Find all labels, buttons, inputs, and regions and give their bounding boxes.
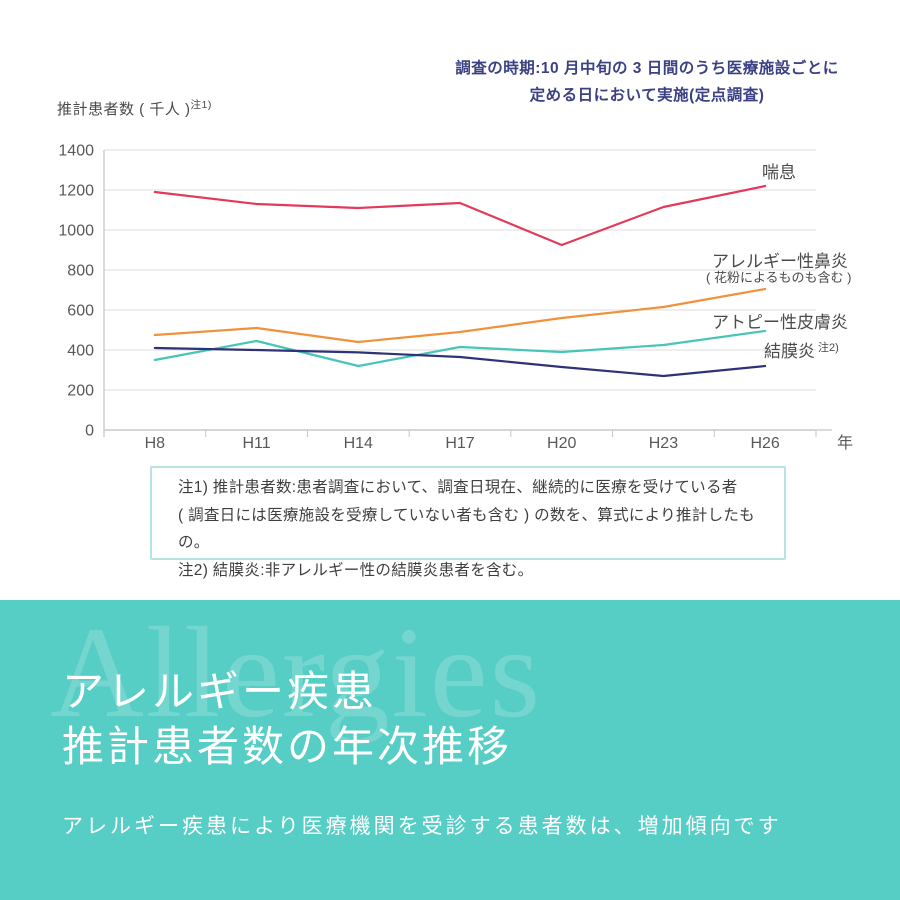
conjunctivitis-label: 結膜炎 注2) (764, 340, 839, 361)
svg-text:H14: H14 (344, 435, 373, 452)
svg-text:1400: 1400 (58, 143, 94, 160)
svg-text:0: 0 (85, 423, 94, 440)
survey-period-note-line2: 定める日において実施(定点調査) (529, 87, 765, 104)
asthma-line (153, 184, 767, 247)
atopic-dermatitis-label: アトピー性皮膚炎 (712, 313, 848, 332)
banner (0, 600, 900, 900)
banner-title-line2: 推計患者数の年次推移 (62, 725, 513, 771)
x-axis-unit-label: 年 (837, 434, 853, 452)
svg-text:600: 600 (67, 303, 94, 320)
atopic-dermatitis-line (153, 329, 767, 368)
svg-text:H26: H26 (750, 435, 779, 452)
allergic-rhinitis-sublabel: ( 花粉によるものも含む ) (706, 270, 852, 285)
patients-trend-chart: 0 200 400 600 800 1000 1200 1400 H8 H11 H14 H17 H20 H… (0, 130, 900, 470)
y-axis-tick-labels: 0 200 400 600 800 1000 1200 1400 (58, 143, 94, 440)
svg-text:200: 200 (67, 383, 94, 400)
y-axis-title-text: 推計患者数 ( 千人 ) (57, 101, 191, 118)
svg-text:H23: H23 (649, 435, 678, 452)
banner-watermark-text: Allergies (50, 601, 543, 745)
x-axis-tick-labels: H8 H11 H14 H17 H20 H23 H26 (145, 435, 780, 452)
asthma-label: 喘息 (762, 163, 796, 182)
survey-period-note-line1: 調査の時期:10 月中旬の 3 日間のうち医療施設ごとに (455, 60, 839, 77)
footnote-1-line-2: ( 調査日には医療施設を受療していない者も含む ) の数を、算式により推計したも… (178, 506, 755, 552)
svg-text:400: 400 (67, 343, 94, 360)
footnotes-box: 注1) 推計患者数:患者調査において、調査日現在、継続的に医療を受けている者 (… (150, 466, 786, 579)
x-axis-ticks (103, 430, 817, 437)
footnote-2: 注2) 結膜炎:非アレルギー性の結膜炎患者を含む。 (178, 561, 534, 579)
y-axis-title-footnote-ref: 注1) (190, 99, 212, 111)
svg-text:H17: H17 (445, 435, 474, 452)
banner-title: アレルギー疾患 推計患者数の年次推移 (62, 666, 512, 776)
svg-text:1200: 1200 (58, 183, 94, 200)
allergic-rhinitis-line (153, 287, 767, 344)
svg-text:1000: 1000 (58, 223, 94, 240)
footnote-1-line-1: 注1) 推計患者数:患者調査において、調査日現在、継続的に医療を受けている者 (178, 479, 738, 496)
svg-text:800: 800 (67, 263, 94, 280)
svg-text:H20: H20 (547, 435, 576, 452)
svg-text:H8: H8 (145, 435, 166, 452)
banner-title-line1: アレルギー疾患 (62, 670, 378, 716)
allergic-rhinitis-label: アレルギー性鼻炎 (712, 252, 848, 271)
banner-subtitle: アレルギー疾患により医療機関を受診する患者数は、増加傾向です (62, 814, 782, 838)
gridlines (104, 149, 816, 431)
conjunctivitis-line (153, 346, 767, 378)
svg-text:H11: H11 (242, 435, 270, 452)
y-axis-title: 推計患者数 ( 千人 )注1) (57, 97, 212, 119)
survey-period-note: 調査の時期:10 月中旬の 3 日間のうち医療施設ごとに 定める日において実施(… (442, 55, 852, 109)
